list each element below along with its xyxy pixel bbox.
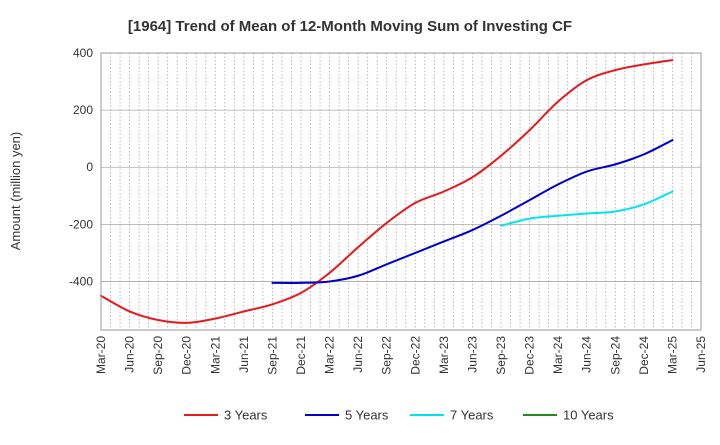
x-tick-labels: Mar-20 Jun-20 Sep-20 Dec-20 Mar-21 Jun-21 Sep-… — [94, 336, 708, 375]
x-tick-label: Mar-24 — [551, 336, 565, 374]
x-tick-label: Dec-23 — [523, 336, 537, 375]
legend: 3 Years 5 Years 7 Years 10 Years — [184, 408, 614, 423]
x-tick-label: Jun-22 — [351, 336, 365, 373]
x-tick-label: Mar-20 — [94, 336, 108, 374]
x-tick-label: Dec-24 — [637, 336, 651, 375]
series-line — [100, 59, 674, 324]
x-tick-label: Sep-22 — [380, 336, 394, 375]
x-tick-label: Dec-21 — [294, 336, 308, 375]
x-tick-label: Sep-20 — [151, 336, 165, 375]
legend-label: 7 Years — [450, 408, 494, 423]
series-lines — [100, 59, 674, 324]
x-tick-label: Sep-21 — [265, 336, 279, 375]
x-tick-label: Mar-23 — [437, 336, 451, 374]
y-tick-label: -200 — [69, 217, 93, 231]
x-tick-label: Jun-21 — [237, 336, 251, 373]
legend-label: 3 Years — [224, 408, 268, 423]
x-tick-label: Jun-20 — [123, 336, 137, 373]
x-tick-label: Dec-20 — [180, 336, 194, 375]
x-tick-label: Jun-24 — [580, 336, 594, 373]
x-tick-label: Mar-22 — [323, 336, 337, 374]
legend-label: 5 Years — [345, 408, 389, 423]
y-tick-label: 200 — [73, 103, 93, 117]
legend-label: 10 Years — [563, 408, 614, 423]
x-tick-label: Jun-23 — [465, 336, 479, 373]
y-axis-label: Amount (million yen) — [8, 132, 23, 251]
y-tick-label: 0 — [86, 160, 93, 174]
series-line — [271, 139, 674, 284]
y-tick-label: 400 — [73, 46, 93, 60]
chart-title: [1964] Trend of Mean of 12-Month Moving … — [128, 18, 572, 35]
x-tick-label: Sep-24 — [608, 336, 622, 375]
x-tick-label: Mar-25 — [665, 336, 679, 374]
grid-lines — [101, 52, 701, 330]
x-tick-label: Dec-22 — [408, 336, 422, 375]
y-tick-labels: 400 200 0 -200 -400 — [69, 46, 93, 288]
x-tick-label: Jun-25 — [694, 336, 708, 373]
y-tick-label: -400 — [69, 274, 93, 288]
x-tick-label: Mar-21 — [208, 336, 222, 374]
x-tick-label: Sep-23 — [494, 336, 508, 375]
plot-area-frame — [100, 52, 702, 331]
series-line — [500, 190, 674, 227]
